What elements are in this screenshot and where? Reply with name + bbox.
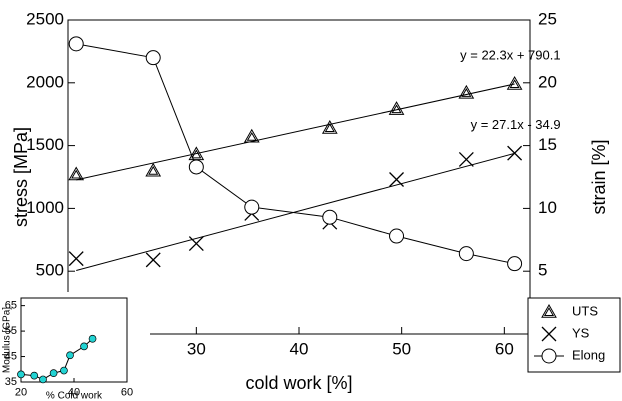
trend-line <box>76 152 515 271</box>
point <box>145 162 162 177</box>
point <box>88 334 97 343</box>
point <box>68 166 85 181</box>
x-tick-label: 50 <box>392 340 411 359</box>
y-tick-label: 500 <box>36 261 64 280</box>
y-tick-label: 55 <box>5 325 17 337</box>
y-tick-label: 1000 <box>26 198 64 217</box>
y-tick-label: 45 <box>5 350 17 362</box>
point <box>145 50 161 66</box>
trend-line <box>76 83 515 181</box>
x-tick-label: 30 <box>187 340 206 359</box>
legend-marker <box>541 348 557 364</box>
point <box>49 369 58 377</box>
x-tick-label: 60 <box>495 340 514 359</box>
point <box>145 252 161 268</box>
y2-tick-label: 15 <box>538 135 557 154</box>
y-axis-label: Modulus [GPa] <box>2 307 13 373</box>
point <box>389 228 405 244</box>
point <box>507 256 523 272</box>
y-tick-label: 1500 <box>26 135 64 154</box>
point <box>244 199 260 215</box>
point <box>60 366 68 375</box>
point <box>68 251 84 267</box>
x-tick-label: 40 <box>290 340 309 359</box>
legend-marker <box>541 326 557 342</box>
y2-axis-label: strain [%] <box>589 139 609 214</box>
y-tick-label: 35 <box>5 376 17 388</box>
point <box>321 120 338 134</box>
x-tick-label: 40 <box>68 386 80 398</box>
point <box>66 351 74 360</box>
point <box>39 375 47 384</box>
point <box>507 145 523 161</box>
legend-label: Elong <box>572 347 605 362</box>
y-tick-label: 2000 <box>26 72 64 91</box>
y2-tick-label: 5 <box>538 261 547 280</box>
point <box>68 36 84 52</box>
point <box>458 151 474 167</box>
point <box>389 172 404 187</box>
y2-tick-label: 10 <box>538 198 557 217</box>
y2-tick-label: 25 <box>538 9 557 28</box>
legend-label: YS <box>572 325 590 340</box>
x-tick-label: 60 <box>121 386 133 398</box>
point <box>188 159 204 175</box>
x-tick-label: 20 <box>15 386 27 398</box>
y-tick-label: 2500 <box>26 9 64 28</box>
x-axis-label: cold work [%] <box>245 373 352 393</box>
inset-background <box>0 292 150 401</box>
legend-marker <box>541 303 557 318</box>
y-tick-label: 65 <box>5 300 17 312</box>
point <box>506 76 523 90</box>
point <box>458 246 474 262</box>
point <box>388 101 405 115</box>
point <box>458 84 475 99</box>
trend-equation: y = 27.1x - 34.9 <box>471 117 561 132</box>
legend-label: UTS <box>572 303 598 318</box>
y-axis-label: stress [MPa] <box>11 127 31 227</box>
y2-tick-label: 20 <box>538 72 557 91</box>
point <box>30 371 39 380</box>
x-axis-label: % Cold work <box>46 391 103 401</box>
series-line <box>76 43 515 265</box>
point <box>322 209 338 225</box>
trend-equation: y = 22.3x + 790.1 <box>460 47 560 62</box>
point <box>188 236 204 252</box>
point <box>17 370 25 379</box>
point <box>243 128 260 143</box>
point <box>80 342 88 351</box>
